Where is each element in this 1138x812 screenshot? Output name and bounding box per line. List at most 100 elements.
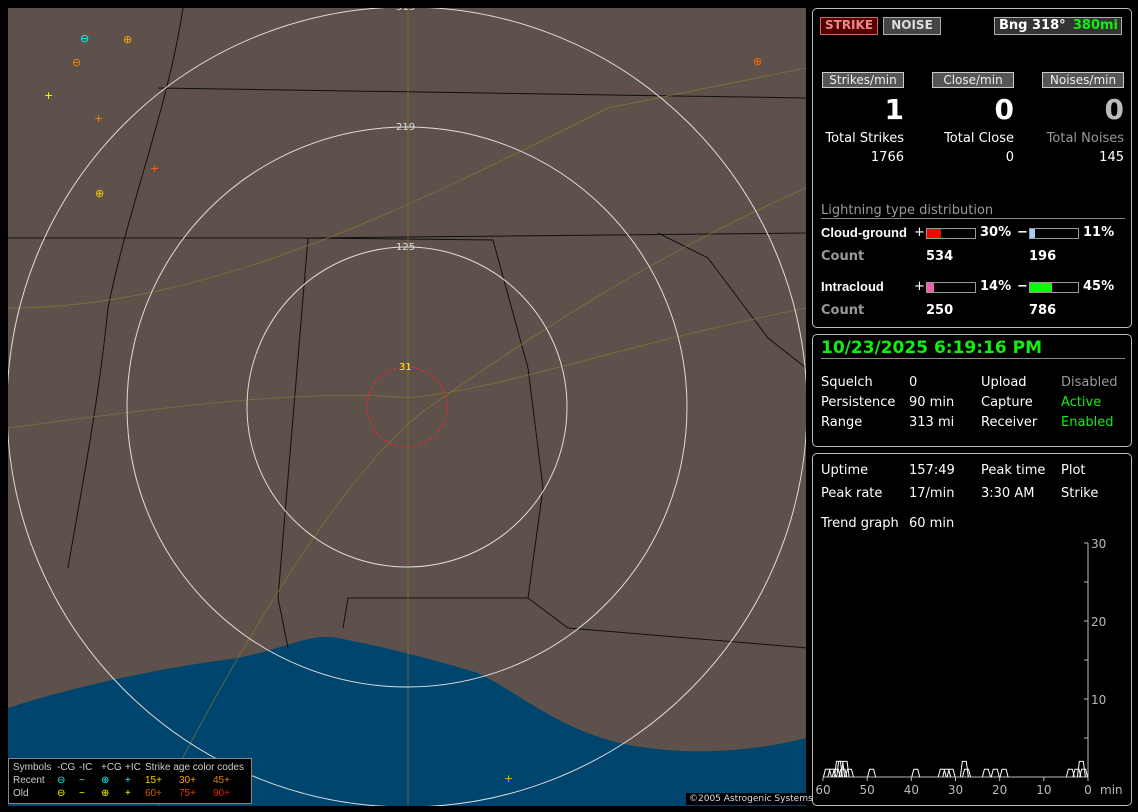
pos-ic-icon: + <box>125 775 131 786</box>
total-noises-label: Total Noises <box>1046 131 1124 146</box>
info-cell: Squelch <box>821 375 873 390</box>
x-axis-unit: min <box>1100 783 1123 797</box>
trend-graph: 10 20 30 60 50 40 30 20 10 0 min <box>815 537 1123 797</box>
neg-cg-icon: ⊖ <box>57 788 66 799</box>
trend-peak <box>867 768 877 778</box>
copyright: ©2005 Astrogenic Systems <box>686 793 816 805</box>
trend-peak <box>981 768 991 778</box>
strike-marker: + <box>150 162 160 175</box>
strike-marker: ⊕ <box>95 187 105 200</box>
ic-minus-pct: 45% <box>1083 279 1115 294</box>
strike-marker: ⊕ <box>123 33 133 46</box>
roads <box>8 8 806 806</box>
legend-header: -IC <box>79 762 93 773</box>
minus-sign: − <box>1017 225 1028 240</box>
trend-label: Trend graph <box>821 516 899 531</box>
trend-peak <box>999 768 1009 778</box>
trend-peak <box>822 768 832 778</box>
info-cell: Capture <box>981 395 1033 410</box>
peak-time-label: Peak time <box>981 463 1046 478</box>
x-tick-label: 60 <box>815 783 830 797</box>
noises-min-label[interactable]: Noises/min <box>1042 72 1124 88</box>
close-min-label[interactable]: Close/min <box>932 72 1014 88</box>
cg-plus-pct: 30% <box>980 225 1012 240</box>
state-borders <box>8 8 806 649</box>
minus-sign: − <box>1017 279 1028 294</box>
range-rings <box>8 8 806 806</box>
peak-rate-label: Peak rate <box>821 486 883 501</box>
y-tick-label: 10 <box>1091 693 1106 707</box>
pos-ic-icon: + <box>125 788 131 799</box>
datetime: 10/23/2025 6:19:16 PM <box>821 338 1125 359</box>
close-min-value: 0 <box>994 93 1014 126</box>
trend-peak <box>942 768 952 778</box>
distribution-title: Lightning type distribution <box>821 203 1125 219</box>
pos-cg-icon: ⊕ <box>101 788 110 799</box>
trend-peak <box>990 768 1000 778</box>
bearing-display: Bng 318° 380mi <box>994 17 1122 35</box>
noises-min-value: 0 <box>1104 93 1124 126</box>
strike-marker: + <box>94 112 104 125</box>
cg-minus-bar <box>1029 228 1079 239</box>
trend-peak <box>962 768 972 778</box>
bearing: Bng 318° <box>999 18 1066 33</box>
strikes-min-label[interactable]: Strikes/min <box>822 72 904 88</box>
uptime-label: Uptime <box>821 463 869 478</box>
trend-peak <box>1079 768 1089 778</box>
neg-ic-icon: − <box>79 775 85 786</box>
symbol-legend: Symbols -CG -IC +CG +IC Strike age color code… <box>8 758 252 804</box>
age-code: 45+ <box>213 775 230 786</box>
cg-plus-count: 534 <box>926 249 954 264</box>
info-cell: Upload <box>981 375 1027 390</box>
ic-label: Intracloud <box>821 279 884 294</box>
strike-marker: ⊖ <box>72 56 82 69</box>
stats-panel: Uptime 157:49 Peak time Plot Peak rate 1… <box>812 453 1132 806</box>
ring-label: 313 <box>396 8 415 13</box>
total-close: 0 <box>1005 150 1014 165</box>
trend-value[interactable]: 60 min <box>909 516 955 531</box>
uptime: 157:49 <box>909 463 955 478</box>
strike-map[interactable]: 313 219 125 31 ⊖ ⊕ ⊖ + + + ⊕ ⊕ + <box>8 8 806 806</box>
ic-plus-pct: 14% <box>980 279 1012 294</box>
legend-header: Symbols <box>13 762 52 773</box>
trend-peak <box>831 768 841 778</box>
age-code: 30+ <box>179 775 196 786</box>
age-code: 90+ <box>213 788 230 799</box>
pos-cg-icon: ⊕ <box>101 775 110 786</box>
info-cell: Enabled <box>1061 415 1114 430</box>
trend-peak <box>838 768 848 778</box>
trend-peak <box>845 768 854 778</box>
info-cell: 313 mi <box>909 415 955 430</box>
x-tick-label: 50 <box>860 783 875 797</box>
legend-row-label: Recent <box>13 775 45 786</box>
y-tick-label: 30 <box>1091 537 1106 551</box>
x-tick-label: 40 <box>904 783 919 797</box>
plot[interactable]: Strike <box>1061 486 1099 501</box>
trend-peak <box>1065 768 1075 778</box>
trend-peak <box>1072 768 1082 778</box>
cg-minus-count: 196 <box>1029 249 1057 264</box>
legend-header: -CG <box>57 762 76 773</box>
total-close-label: Total Close <box>944 131 1014 146</box>
info-cell: 0 <box>909 375 918 390</box>
info-cell: 90 min <box>909 395 955 410</box>
ic-plus-count: 250 <box>926 303 954 318</box>
trend-peak <box>946 768 956 778</box>
legend-header: Strike age color codes <box>145 762 244 773</box>
legend-row-label: Old <box>13 788 29 799</box>
info-cell: Range <box>821 415 863 430</box>
peak-rate: 17/min <box>909 486 955 501</box>
strike-marker: + <box>44 89 54 102</box>
ic-minus-count: 786 <box>1029 303 1057 318</box>
strike-button[interactable]: STRIKE <box>820 17 878 35</box>
info-cell: Disabled <box>1061 375 1118 390</box>
x-tick-label: 10 <box>1036 783 1051 797</box>
ring-label: 125 <box>396 242 416 253</box>
ring-label: 31 <box>399 362 412 373</box>
plus-sign: + <box>914 225 925 240</box>
noise-button[interactable]: NOISE <box>883 17 941 35</box>
cg-label: Cloud-ground <box>821 225 907 240</box>
ic-minus-bar <box>1029 282 1079 293</box>
info-panel: 10/23/2025 6:19:16 PM Squelch 0 Upload Disa… <box>812 334 1132 447</box>
legend-header: +IC <box>125 762 141 773</box>
